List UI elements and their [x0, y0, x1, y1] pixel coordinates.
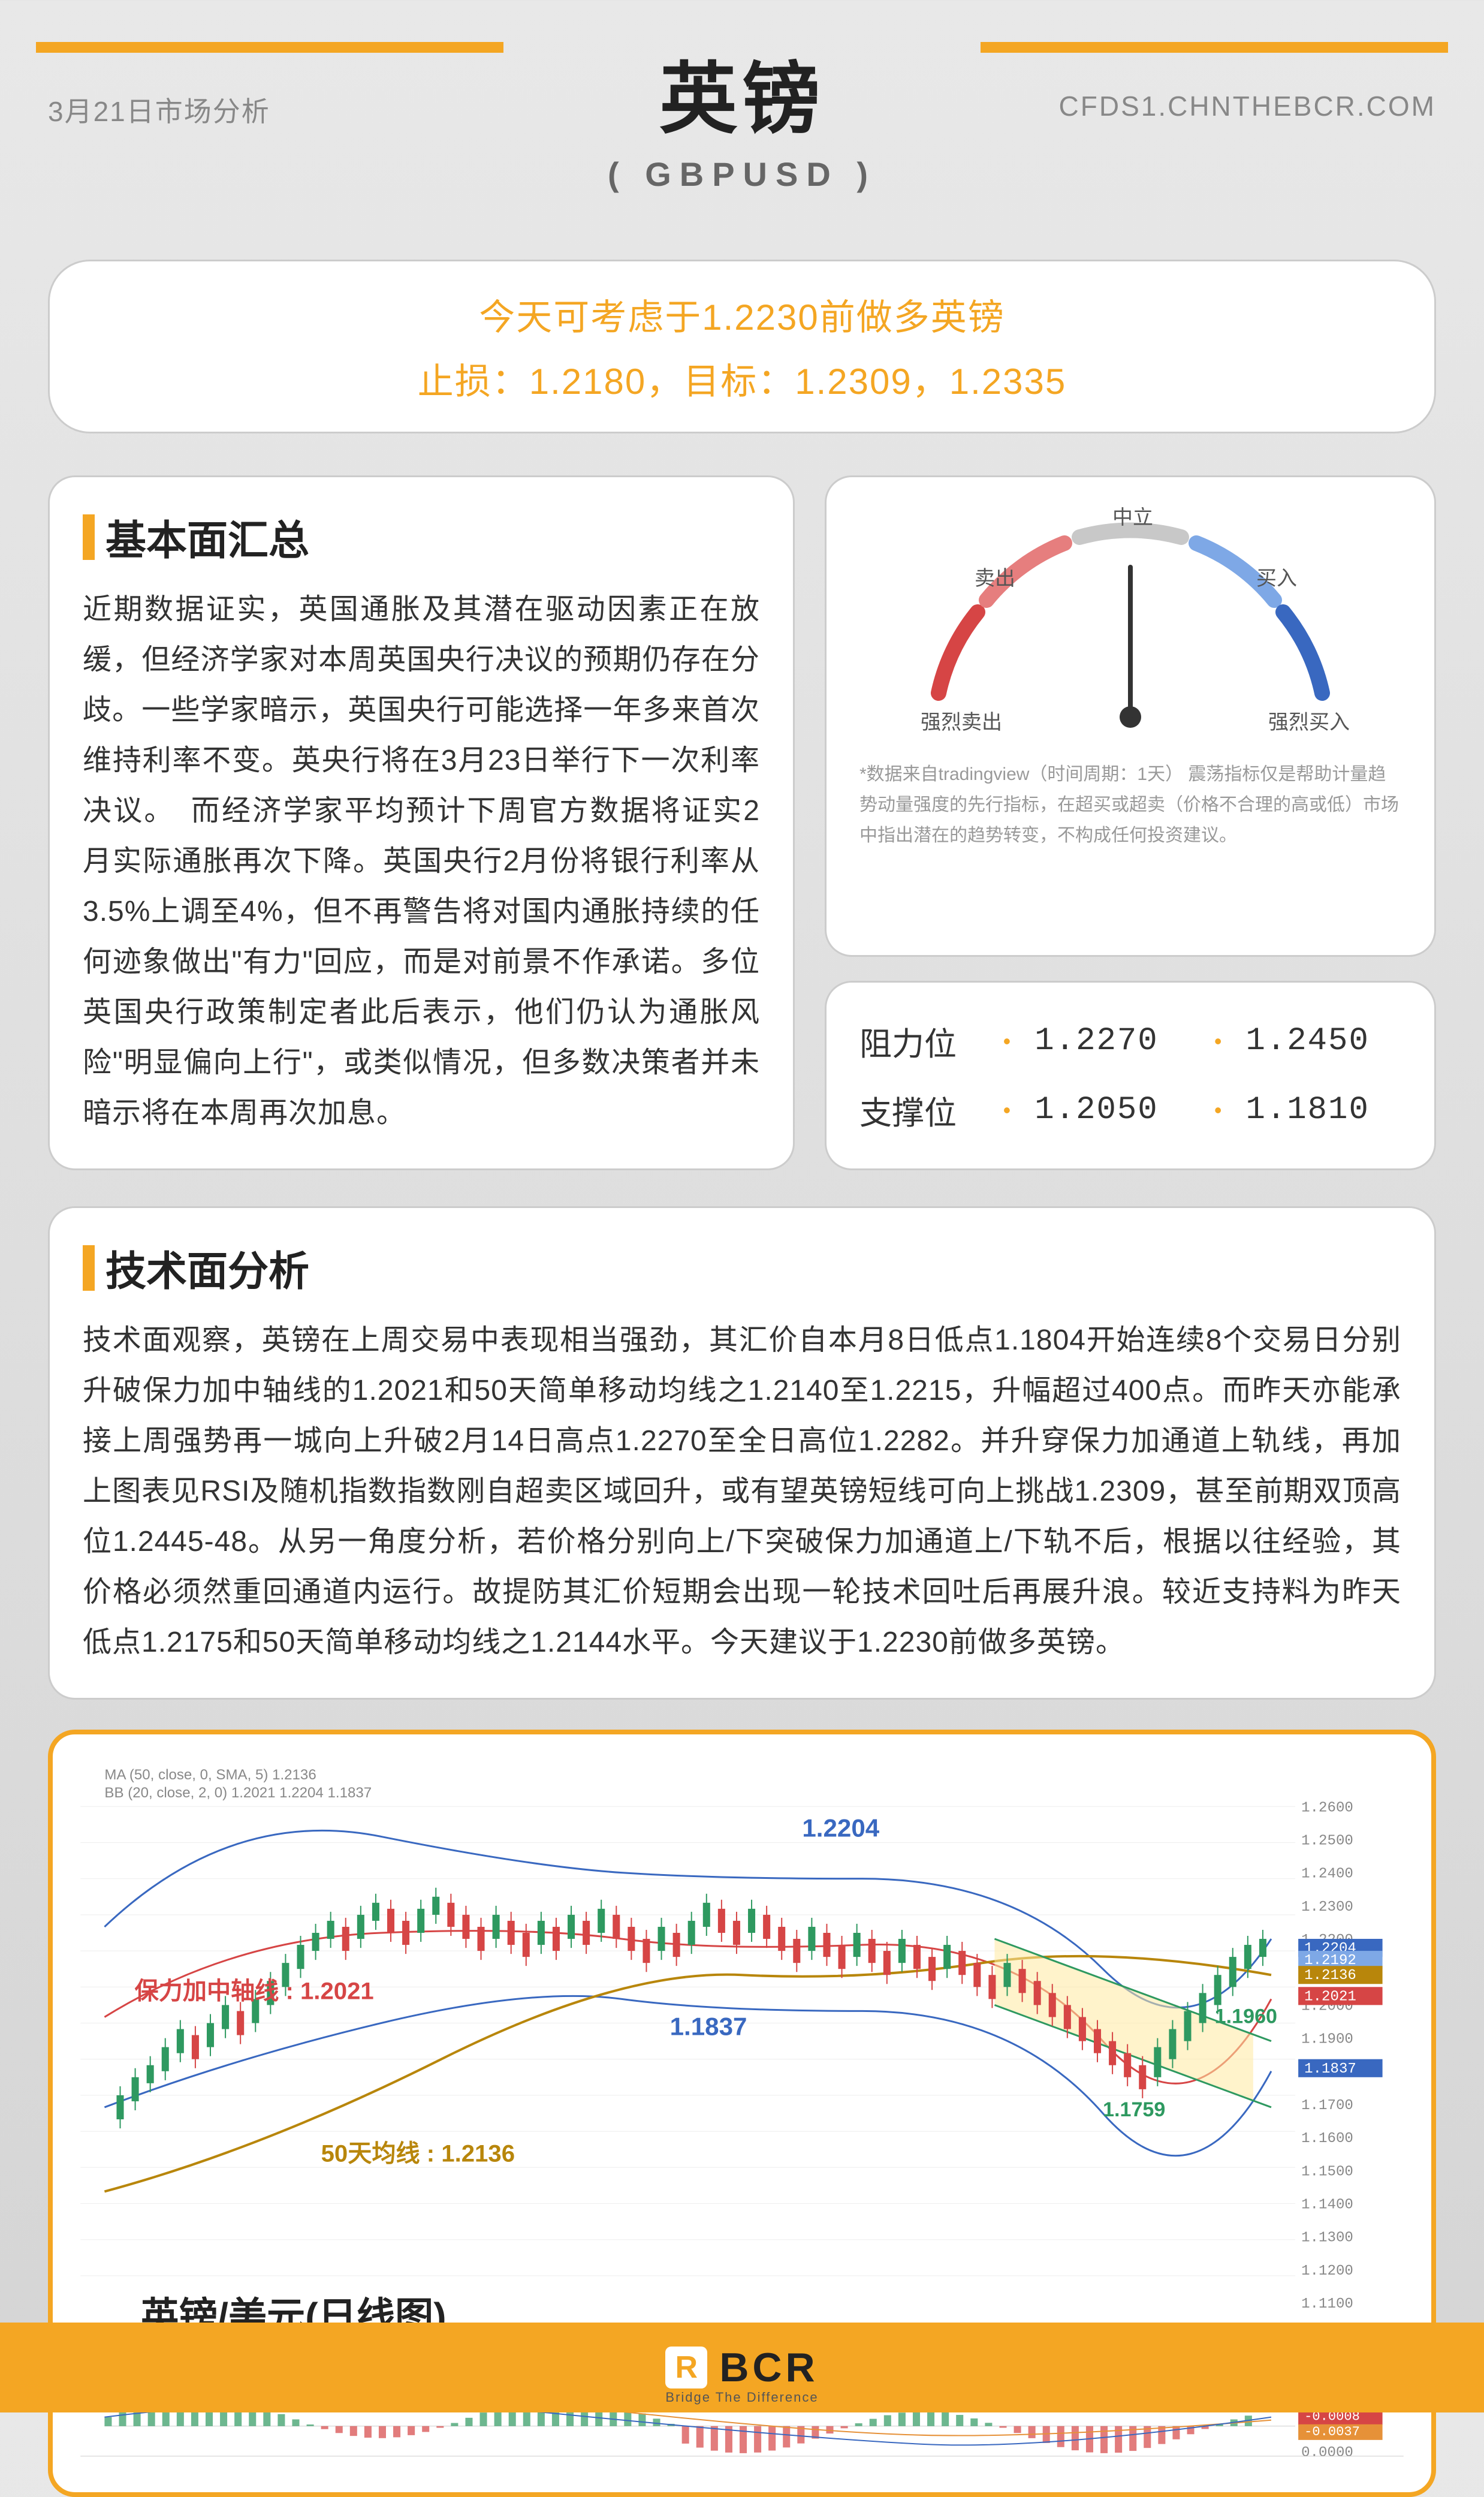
svg-text:-0.0037: -0.0037 [1304, 2424, 1360, 2439]
right-column: 强烈卖出 卖出 中立 买入 强烈买入 *数据来自tradingview（时间周期… [825, 475, 1436, 1170]
accent-bar-icon [83, 514, 95, 560]
svg-text:1.1500: 1.1500 [1301, 2164, 1353, 2180]
svg-text:1.1300: 1.1300 [1301, 2230, 1353, 2246]
svg-text:1.2500: 1.2500 [1301, 1833, 1353, 1849]
technical-title-text: 技术面分析 [105, 1238, 309, 1297]
header: 英镑 ( GBPUSD ) 3月21日市场分析 CFDS1.CHNTHEBCR.… [0, 0, 1484, 218]
svg-text:1.1700: 1.1700 [1301, 2098, 1353, 2114]
svg-text:中立: 中立 [1112, 507, 1153, 529]
svg-text:1.1837: 1.1837 [670, 2013, 747, 2041]
advice-card: 今天可考虑于1.2230前做多英镑 止损：1.2180，目标：1.2309，1.… [48, 260, 1436, 433]
svg-text:1.2300: 1.2300 [1301, 1899, 1353, 1915]
svg-text:1.1600: 1.1600 [1301, 2131, 1353, 2147]
svg-text:强烈卖出: 强烈卖出 [921, 711, 1002, 734]
svg-text:强烈买入: 强烈买入 [1268, 711, 1350, 734]
header-accent-right [981, 42, 1448, 53]
fundamental-title-text: 基本面汇总 [105, 507, 309, 567]
svg-text:卖出: 卖出 [975, 567, 1015, 590]
support-val-2: 1.1810 [1245, 1092, 1401, 1128]
advice-line-2: 止损：1.2180，目标：1.2309，1.2335 [86, 353, 1398, 405]
svg-text:买入: 买入 [1256, 567, 1297, 590]
dot-icon: • [1003, 1098, 1011, 1123]
resistance-label: 阻力位 [859, 1017, 979, 1065]
svg-text:1.1900: 1.1900 [1301, 2032, 1353, 2048]
support-label: 支撑位 [859, 1086, 979, 1134]
header-accent-left [36, 42, 503, 53]
gauge-card: 强烈卖出 卖出 中立 买入 强烈买入 *数据来自tradingview（时间周期… [825, 475, 1436, 957]
resistance-row: 阻力位 • 1.2270 • 1.2450 [859, 1007, 1401, 1076]
sentiment-gauge-icon: 强烈卖出 卖出 中立 买入 强烈买入 [859, 507, 1401, 747]
footer: R BCR Bridge The Difference [0, 2323, 1484, 2412]
dot-icon: • [1003, 1029, 1011, 1054]
svg-text:保力加中轴线 : 1.2021: 保力加中轴线 : 1.2021 [135, 1977, 374, 2004]
svg-text:1.1837: 1.1837 [1304, 2061, 1356, 2077]
advice-line-1: 今天可考虑于1.2230前做多英镑 [86, 288, 1398, 341]
footer-brand: BCR [719, 2344, 818, 2391]
dot-icon: • [1214, 1098, 1222, 1123]
header-url: CFDS1.CHNTHEBCR.COM [1059, 90, 1436, 122]
resistance-val-1: 1.2270 [1034, 1023, 1190, 1059]
page-subtitle: ( GBPUSD ) [48, 155, 1436, 194]
fundamental-card: 基本面汇总 近期数据证实，英国通胀及其潜在驱动因素正在放缓，但经济学家对本周英国… [48, 475, 795, 1170]
svg-text:1.2204: 1.2204 [802, 1814, 879, 1842]
mid-row: 基本面汇总 近期数据证实，英国通胀及其潜在驱动因素正在放缓，但经济学家对本周英国… [48, 475, 1436, 1170]
fundamental-title: 基本面汇总 [83, 507, 760, 567]
svg-text:50天均线 : 1.2136: 50天均线 : 1.2136 [321, 2140, 515, 2167]
svg-text:1.1759: 1.1759 [1103, 2098, 1165, 2121]
svg-text:1.2136: 1.2136 [1304, 1968, 1356, 1984]
svg-text:1.2021: 1.2021 [1304, 1989, 1356, 2005]
levels-card: 阻力位 • 1.2270 • 1.2450 支撑位 • 1.2050 • 1.1… [825, 981, 1436, 1170]
svg-text:1.1200: 1.1200 [1301, 2263, 1353, 2279]
dot-icon: • [1214, 1029, 1222, 1054]
resistance-val-2: 1.2450 [1245, 1023, 1401, 1059]
svg-text:BB (20, close, 2, 0) 1.2021: BB (20, close, 2, 0) 1.2021 1.2204 1.183… [104, 1785, 372, 1801]
technical-card: 技术面分析 技术面观察，英镑在上周交易中表现相当强劲，其汇价自本月8日低点1.1… [48, 1206, 1436, 1700]
technical-body: 技术面观察，英镑在上周交易中表现相当强劲，其汇价自本月8日低点1.1804开始连… [83, 1315, 1401, 1668]
support-row: 支撑位 • 1.2050 • 1.1810 [859, 1076, 1401, 1144]
svg-text:0.0000: 0.0000 [1301, 2445, 1353, 2461]
header-date: 3月21日市场分析 [48, 90, 270, 129]
svg-text:MA (50, close, 0, SMA, 5) 1.2: MA (50, close, 0, SMA, 5) 1.2136 [104, 1767, 316, 1783]
svg-text:1.1960: 1.1960 [1215, 2005, 1277, 2028]
technical-title: 技术面分析 [83, 1238, 1401, 1297]
svg-text:1.2600: 1.2600 [1301, 1800, 1353, 1816]
fundamental-body: 近期数据证实，英国通胀及其潜在驱动因素正在放缓，但经济学家对本周英国央行决议的预… [83, 585, 760, 1138]
svg-text:1.2400: 1.2400 [1301, 1866, 1353, 1882]
support-val-1: 1.2050 [1034, 1092, 1190, 1128]
svg-text:1.1400: 1.1400 [1301, 2197, 1353, 2213]
svg-text:1.1100: 1.1100 [1301, 2296, 1353, 2312]
logo-icon: R [665, 2347, 707, 2388]
gauge-note: *数据来自tradingview（时间周期：1天） 震荡指标仅是帮助计量趋势动量… [859, 759, 1401, 851]
footer-tagline: Bridge The Difference [665, 2390, 818, 2405]
accent-bar-icon [83, 1245, 95, 1291]
